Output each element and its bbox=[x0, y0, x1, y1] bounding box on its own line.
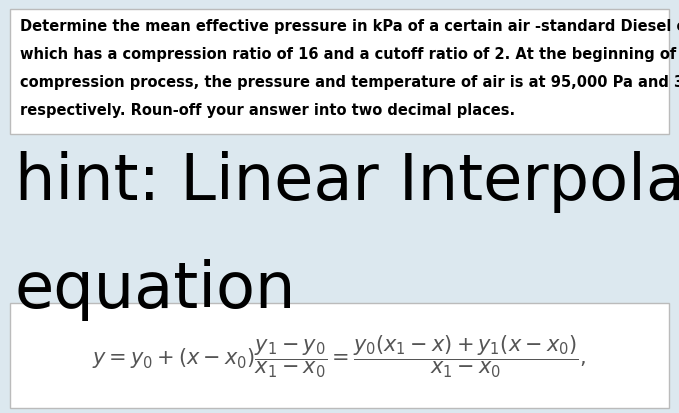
Text: equation: equation bbox=[15, 259, 296, 320]
FancyBboxPatch shape bbox=[10, 10, 669, 135]
Text: compression process, the pressure and temperature of air is at 95,000 Pa and 300: compression process, the pressure and te… bbox=[20, 75, 679, 90]
Text: $y = y_0 + (x - x_0)\dfrac{y_1 - y_0}{x_1 - x_0} = \dfrac{y_0(x_1 - x) + y_1(x -: $y = y_0 + (x - x_0)\dfrac{y_1 - y_0}{x_… bbox=[92, 333, 586, 379]
FancyBboxPatch shape bbox=[10, 303, 669, 408]
Text: respectively. Roun-off your answer into two decimal places.: respectively. Roun-off your answer into … bbox=[20, 103, 515, 118]
Text: which has a compression ratio of 16 and a cutoff ratio of 2. At the beginning of: which has a compression ratio of 16 and … bbox=[20, 47, 679, 62]
Text: hint: Linear Interpolation: hint: Linear Interpolation bbox=[15, 151, 679, 212]
Text: Determine the mean effective pressure in kPa of a certain air -standard Diesel c: Determine the mean effective pressure in… bbox=[20, 19, 679, 34]
